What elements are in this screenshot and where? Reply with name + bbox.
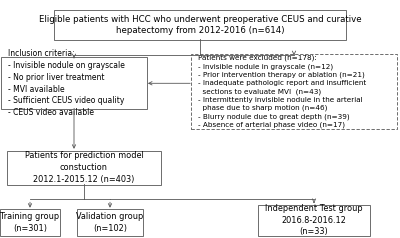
Text: Training group
(n=301): Training group (n=301) — [0, 212, 60, 233]
FancyBboxPatch shape — [0, 209, 60, 236]
Text: Independent Test group
2016.8-2016.12
(n=33): Independent Test group 2016.8-2016.12 (n… — [265, 204, 363, 236]
Text: Patients were excluded (n=178):
- Invisible nodule in grayscale (n=12)
- Prior i: Patients were excluded (n=178): - Invisi… — [198, 55, 366, 128]
Text: Eligible patients with HCC who underwent preoperative CEUS and curative
hepatect: Eligible patients with HCC who underwent… — [39, 15, 361, 35]
FancyBboxPatch shape — [77, 209, 143, 236]
FancyBboxPatch shape — [258, 205, 370, 236]
FancyBboxPatch shape — [54, 10, 346, 40]
FancyBboxPatch shape — [191, 54, 397, 129]
Text: Patients for prediction model
constuction
2012.1-2015.12 (n=403): Patients for prediction model constuctio… — [25, 152, 143, 184]
FancyBboxPatch shape — [7, 151, 161, 185]
Text: Validation group
(n=102): Validation group (n=102) — [76, 212, 144, 233]
Text: Inclusion criteria:
- Invisible nodule on grayscale
- No prior liver treatment
-: Inclusion criteria: - Invisible nodule o… — [8, 49, 125, 117]
FancyBboxPatch shape — [1, 57, 147, 109]
